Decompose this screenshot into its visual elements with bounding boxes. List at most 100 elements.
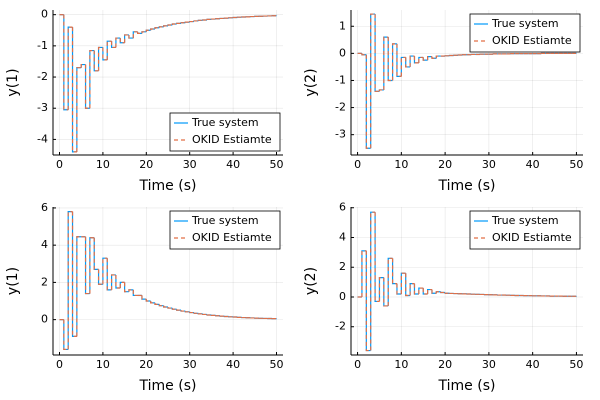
x-axis-label: Time (s) <box>438 178 496 194</box>
y-tick-label: -2 <box>335 101 346 114</box>
step-segment <box>97 269 103 285</box>
step-segment <box>119 281 125 288</box>
x-tick-label: 30 <box>183 358 197 371</box>
y-tick-label: -2 <box>335 320 346 333</box>
step-segment <box>405 273 411 297</box>
x-tick-label: 40 <box>226 158 240 171</box>
step-segment <box>141 295 147 300</box>
x-tick-label: 0 <box>354 158 361 171</box>
step-segment <box>405 57 411 68</box>
step-segment <box>132 289 138 297</box>
step-segment <box>167 24 173 26</box>
x-tick-label: 0 <box>56 358 63 371</box>
step-segment <box>132 31 138 39</box>
subplot: 0 10 20 30 40 50 -3 -2 -1 0 1 Time (s) y(2) True syst… <box>303 10 583 194</box>
step-segment <box>206 18 212 20</box>
step-segment <box>150 28 155 31</box>
y-tick-label: -3 <box>37 101 48 114</box>
legend: True system OKID Estiamte <box>469 210 581 250</box>
step-segment <box>76 236 82 337</box>
legend-label: True system <box>491 214 559 227</box>
x-tick-label: 0 <box>56 158 63 171</box>
step-segment <box>167 306 173 309</box>
step-segment <box>396 43 402 78</box>
step-segment <box>145 29 151 32</box>
step-segment <box>374 14 380 92</box>
step-segment <box>206 314 212 316</box>
step-segment <box>383 277 389 307</box>
step-segment <box>176 22 182 25</box>
x-tick-label: 10 <box>96 158 110 171</box>
step-segment <box>106 40 112 60</box>
x-tick-label: 20 <box>139 158 153 171</box>
step-segment <box>391 258 397 285</box>
step-segment <box>180 22 186 24</box>
x-tick-label: 50 <box>269 158 283 171</box>
step-segment <box>106 40 112 60</box>
step-segment <box>84 64 90 109</box>
step-segment <box>132 289 138 297</box>
legend-box <box>469 210 581 250</box>
x-axis-label: Time (s) <box>438 378 496 394</box>
y-axis-label: y(2) <box>303 267 319 295</box>
step-segment <box>132 31 138 39</box>
step-segment <box>141 31 147 34</box>
step-segment <box>427 288 432 295</box>
step-segment <box>63 319 69 351</box>
x-tick-label: 20 <box>139 358 153 371</box>
step-segment <box>427 56 432 61</box>
y-tick-label: -3 <box>335 128 346 141</box>
step-segment <box>418 287 424 295</box>
step-segment <box>163 25 168 27</box>
step-segment <box>197 313 203 315</box>
step-segment <box>189 20 195 23</box>
legend-label: True system <box>191 214 259 227</box>
step-segment <box>435 55 441 59</box>
step-segment <box>391 43 397 81</box>
step-segment <box>80 63 86 68</box>
step-segment <box>409 283 415 296</box>
y-tick-label: 0 <box>41 313 48 326</box>
step-segment <box>374 212 380 303</box>
step-segment <box>71 211 77 337</box>
y-tick-label: 0 <box>41 8 48 21</box>
step-segment <box>189 311 195 314</box>
x-tick-label: 30 <box>482 358 496 371</box>
step-segment <box>387 257 393 306</box>
step-segment <box>409 55 415 67</box>
step-segment <box>431 289 437 294</box>
step-segment <box>115 274 121 289</box>
y-tick-label: 2 <box>41 275 48 288</box>
step-segment <box>67 211 73 350</box>
step-segment <box>365 54 371 149</box>
step-segment <box>106 258 112 291</box>
step-segment <box>154 27 160 30</box>
step-segment <box>84 64 90 109</box>
step-segment <box>63 14 69 111</box>
legend: True system OKID Estiamte <box>169 210 281 250</box>
step-segment <box>422 288 428 295</box>
step-segment <box>84 236 90 295</box>
step-segment <box>67 26 73 110</box>
legend-box <box>169 112 281 152</box>
step-segment <box>361 250 367 297</box>
series <box>59 211 278 351</box>
step-segment <box>89 49 95 109</box>
step-segment <box>154 302 160 305</box>
step-segment <box>370 211 376 351</box>
y-tick-label: -1 <box>37 39 48 52</box>
step-segment <box>171 308 177 310</box>
step-segment <box>124 282 129 293</box>
legend-label: True system <box>491 17 559 30</box>
step-segment <box>391 258 397 285</box>
step-segment <box>383 277 389 307</box>
step-segment <box>378 277 384 302</box>
legend-label: OKID Estiamte <box>192 231 272 244</box>
x-tick-label: 30 <box>482 158 496 171</box>
y-tick-label: 2 <box>339 260 346 273</box>
step-segment <box>89 237 95 294</box>
y-tick-label: -2 <box>37 70 48 83</box>
y-axis-label: y(1) <box>5 68 21 96</box>
step-segment <box>180 310 186 312</box>
